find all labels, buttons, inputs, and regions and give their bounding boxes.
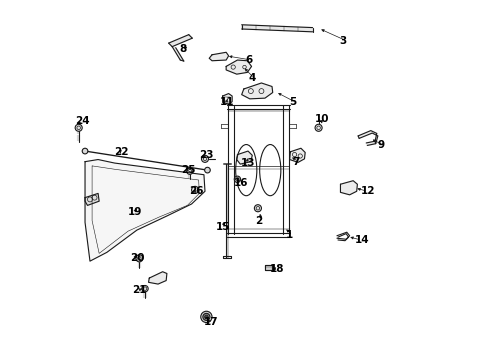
Circle shape [191, 186, 198, 193]
Text: 26: 26 [188, 186, 203, 196]
Text: 4: 4 [247, 73, 255, 84]
Polygon shape [357, 131, 377, 145]
Text: 24: 24 [75, 116, 90, 126]
Text: 13: 13 [241, 158, 255, 168]
Text: 20: 20 [130, 253, 144, 262]
Text: 8: 8 [179, 45, 186, 54]
Polygon shape [264, 265, 271, 270]
Text: 5: 5 [289, 98, 296, 107]
Text: 6: 6 [244, 55, 252, 65]
Text: 7: 7 [292, 157, 299, 167]
Polygon shape [225, 60, 251, 74]
Circle shape [142, 285, 148, 292]
Text: 11: 11 [219, 98, 234, 107]
Text: 21: 21 [132, 285, 146, 295]
Text: 16: 16 [233, 178, 248, 188]
Circle shape [314, 124, 322, 131]
Polygon shape [236, 151, 252, 164]
Circle shape [136, 255, 142, 262]
Circle shape [75, 124, 82, 131]
Text: 9: 9 [377, 140, 384, 150]
Text: 12: 12 [360, 186, 375, 196]
Circle shape [204, 315, 208, 319]
Text: 17: 17 [203, 317, 218, 327]
Polygon shape [85, 159, 204, 261]
Circle shape [234, 176, 240, 183]
Polygon shape [241, 25, 312, 32]
Circle shape [82, 148, 88, 154]
Polygon shape [85, 193, 99, 206]
Circle shape [201, 155, 208, 162]
Polygon shape [168, 35, 192, 47]
Circle shape [204, 167, 210, 173]
Polygon shape [340, 181, 357, 195]
Text: 3: 3 [339, 36, 346, 46]
Polygon shape [148, 272, 166, 284]
Circle shape [203, 313, 209, 320]
Polygon shape [172, 47, 183, 61]
Text: 1: 1 [285, 230, 293, 240]
Text: 2: 2 [255, 216, 262, 226]
Polygon shape [289, 148, 305, 162]
Polygon shape [209, 52, 228, 61]
Text: 23: 23 [198, 150, 213, 159]
Text: 19: 19 [127, 207, 142, 217]
Text: 18: 18 [269, 264, 284, 274]
Text: 25: 25 [181, 165, 195, 175]
Text: 14: 14 [354, 235, 368, 245]
Text: 22: 22 [114, 148, 128, 157]
Polygon shape [241, 83, 272, 99]
Circle shape [201, 311, 212, 323]
Circle shape [254, 205, 261, 212]
Circle shape [186, 168, 193, 174]
Text: 10: 10 [314, 114, 329, 124]
Text: 15: 15 [215, 221, 229, 231]
Polygon shape [222, 94, 232, 104]
